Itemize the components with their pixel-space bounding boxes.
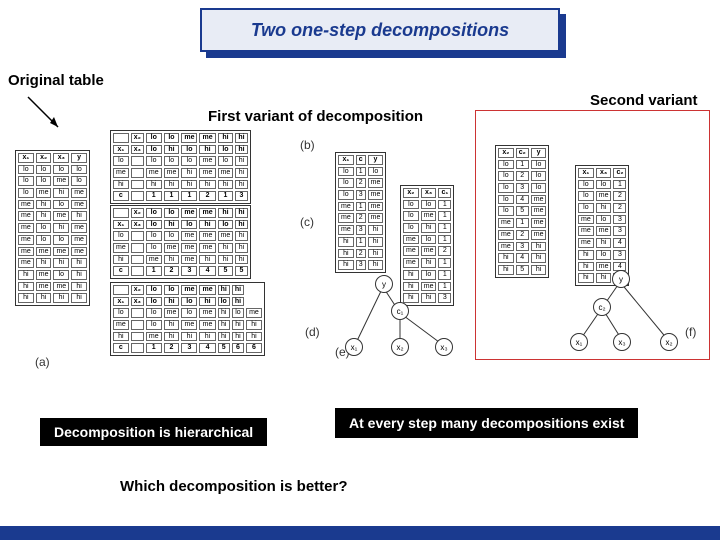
question-text: Which decomposition is better? bbox=[120, 478, 348, 495]
table-f-right: x₁x₃c₂ lolo1lome2lohi2melo3meme3mehi4hil… bbox=[575, 165, 629, 286]
node-e-x1: x₁ bbox=[345, 338, 363, 356]
label-original: Original table bbox=[8, 72, 104, 89]
table-f-left: x₂c₂y lo1lolo2lolo3lolo4melo5meme1meme2m… bbox=[495, 145, 549, 278]
callout-hierarchical: Decomposition is hierarchical bbox=[40, 418, 267, 446]
bottom-strip bbox=[0, 526, 720, 540]
node-e-x2: x₂ bbox=[391, 338, 409, 356]
title-banner: Two one-step decompositions bbox=[200, 8, 560, 52]
subfig-b-label: (b) bbox=[300, 138, 315, 152]
table-b: x₂lolomemehihix₁x₃lohilohilohilolololome… bbox=[110, 130, 251, 204]
node-f-x2: x₂ bbox=[660, 333, 678, 351]
node-f-x1: x₁ bbox=[570, 333, 588, 351]
subfig-a-label: (a) bbox=[35, 355, 50, 369]
table-d: x₂lolomemehihix₁x₃lohilohilohilolomelome… bbox=[110, 282, 265, 356]
node-f-y: y bbox=[612, 270, 630, 288]
table-e-left: x₁cy lo1lolo2melo3meme1meme2meme3hihi1hi… bbox=[335, 152, 386, 273]
label-second-variant: Second variant bbox=[590, 92, 698, 109]
subfig-d-label: (d) bbox=[305, 325, 320, 339]
subfig-c-label: (c) bbox=[300, 215, 314, 229]
table-a: x₁x₂x₃y lolololololomelolomehimemehilome… bbox=[15, 150, 90, 306]
node-f-x3: x₃ bbox=[613, 333, 631, 351]
title-box: Two one-step decompositions bbox=[200, 8, 560, 52]
callout-many-exist: At every step many decompositions exist bbox=[335, 408, 638, 438]
diagram-area: x₁x₂x₃y lolololololomelolomehimemehilome… bbox=[5, 120, 715, 400]
node-e-x3: x₃ bbox=[435, 338, 453, 356]
node-e-c1: c₁ bbox=[391, 302, 409, 320]
table-c: x₂lolomemehihix₁x₃lohilohilohilololomeme… bbox=[110, 205, 251, 279]
node-f-c2: c₂ bbox=[593, 298, 611, 316]
title-text: Two one-step decompositions bbox=[251, 20, 509, 41]
node-e-y: y bbox=[375, 275, 393, 293]
